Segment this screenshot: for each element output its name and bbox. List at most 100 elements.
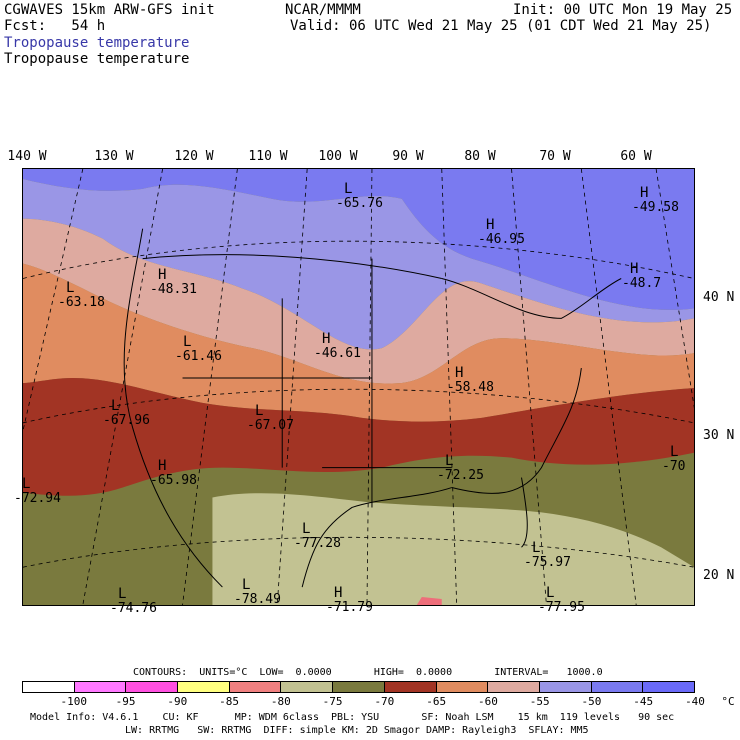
contour-info: CONTOURS: UNITS=°C LOW= 0.0000 HIGH= 0.0…	[133, 667, 603, 678]
coastlines	[123, 228, 622, 588]
band-purple	[23, 169, 694, 310]
model-info-line1: Model Info: V4.6.1 CU: KF MP: WDM 6class…	[30, 712, 675, 723]
lon-label: 130 W	[94, 149, 134, 164]
lon-label: 60 W	[620, 149, 652, 164]
colorbar-swatch	[539, 682, 592, 692]
colorbar-tick-label: -40	[685, 695, 705, 708]
band-salmon	[416, 597, 442, 605]
extremum-value-label: -65.98	[150, 473, 197, 488]
high-pressure-marker: H	[630, 261, 639, 277]
low-pressure-marker: L	[66, 280, 75, 296]
lon-label: 80 W	[464, 149, 496, 164]
colorbar-swatch	[74, 682, 127, 692]
low-pressure-marker: L	[22, 476, 31, 492]
colorbar-swatch	[229, 682, 282, 692]
organization: NCAR/MMMM	[285, 2, 361, 18]
extremum-value-label: -70	[662, 459, 686, 474]
high-pressure-marker: H	[158, 458, 167, 474]
low-pressure-marker: L	[302, 521, 311, 537]
low-pressure-marker: L	[255, 403, 264, 419]
low-pressure-marker: L	[532, 540, 541, 556]
lon-label: 90 W	[392, 149, 424, 164]
colorbar	[22, 681, 695, 693]
extremum-value-label: -77.28	[294, 536, 341, 551]
band-orange	[23, 263, 694, 422]
colorbar-tick-label: -90	[167, 695, 188, 708]
low-pressure-marker: L	[546, 585, 555, 601]
colorbar-tick-label: -70	[374, 695, 395, 708]
low-pressure-marker: L	[118, 586, 127, 602]
lon-label: 140 W	[7, 149, 47, 164]
lon-label: 70 W	[539, 149, 571, 164]
model-title: CGWAVES 15km ARW-GFS init	[4, 2, 215, 18]
extremum-value-label: -72.25	[437, 468, 484, 483]
init-time: Init: 00 UTC Mon 19 May 25	[513, 2, 733, 18]
extremum-value-label: -67.07	[247, 418, 294, 433]
colorbar-swatch	[126, 682, 179, 692]
extremum-value-label: -46.95	[478, 232, 525, 247]
high-pressure-marker: H	[322, 331, 331, 347]
band-tan	[212, 493, 694, 605]
colorbar-tick-label: -55	[529, 695, 550, 708]
high-pressure-marker: H	[158, 267, 167, 283]
extremum-value-label: -48.7	[622, 276, 662, 291]
tropopause-temperature-map	[22, 168, 695, 606]
extremum-value-label: -72.94	[14, 491, 61, 506]
colorbar-tick-label: -60	[477, 695, 498, 708]
extremum-value-label: -77.95	[538, 600, 585, 615]
high-pressure-marker: H	[455, 365, 464, 381]
forecast-hour: Fcst: 54 h	[4, 18, 106, 34]
band-darkred	[23, 378, 694, 496]
colorbar-swatch	[591, 682, 644, 692]
colorbar-tick-label: °C	[721, 695, 735, 708]
extremum-value-label: -63.18	[58, 295, 105, 310]
colorbar-tick-label: -100	[60, 695, 88, 708]
colorbar-swatch	[436, 682, 489, 692]
colorbar-tick-label: -50	[581, 695, 602, 708]
lon-label: 100 W	[318, 149, 358, 164]
low-pressure-marker: L	[344, 181, 353, 197]
colorbar-tick-label: -80	[270, 695, 291, 708]
extremum-value-label: -48.31	[150, 282, 197, 297]
graticule	[23, 169, 694, 605]
colorbar-tick-label: -85	[219, 695, 239, 708]
colorbar-swatch	[384, 682, 437, 692]
lon-label: 110 W	[248, 149, 288, 164]
extremum-value-label: -49.58	[632, 200, 679, 215]
low-pressure-marker: L	[445, 453, 454, 469]
extremum-value-label: -61.46	[175, 349, 222, 364]
colorbar-swatch	[23, 682, 75, 692]
colorbar-swatch	[643, 682, 694, 692]
lat-label: 20 N	[703, 568, 735, 583]
colorbar-swatch	[178, 682, 230, 692]
colorbar-swatch	[488, 682, 540, 692]
colorbar-tick-label: -95	[115, 695, 136, 708]
colorbar-swatch	[333, 682, 385, 692]
extremum-value-label: -75.97	[524, 555, 571, 570]
field-title-blue: Tropopause temperature	[4, 35, 190, 51]
extremum-value-label: -78.49	[234, 592, 281, 607]
low-pressure-marker: L	[670, 444, 679, 460]
extremum-value-label: -71.79	[326, 600, 373, 615]
low-pressure-marker: L	[183, 334, 192, 350]
colorbar-swatch	[281, 682, 334, 692]
colorbar-tick-label: -45	[633, 695, 654, 708]
extremum-value-label: -58.48	[447, 380, 494, 395]
high-pressure-marker: H	[640, 185, 649, 201]
low-pressure-marker: L	[111, 398, 120, 414]
band-pink	[23, 218, 694, 384]
lat-label: 40 N	[703, 290, 735, 305]
field-title-black: Tropopause temperature	[4, 51, 190, 67]
high-pressure-marker: H	[334, 585, 343, 601]
extremum-value-label: -65.76	[336, 196, 383, 211]
valid-time: Valid: 06 UTC Wed 21 May 25 (01 CDT Wed …	[290, 18, 712, 34]
colorbar-tick-label: -75	[322, 695, 343, 708]
model-info-line2: LW: RRTMG SW: RRTMG DIFF: simple KM: 2D …	[125, 725, 589, 736]
low-pressure-marker: L	[242, 577, 251, 593]
extremum-value-label: -46.61	[314, 346, 361, 361]
extremum-value-label: -67.96	[103, 413, 150, 428]
high-pressure-marker: H	[486, 217, 495, 233]
lon-label: 120 W	[174, 149, 214, 164]
extremum-value-label: -74.76	[110, 601, 157, 616]
colorbar-tick-label: -65	[426, 695, 447, 708]
